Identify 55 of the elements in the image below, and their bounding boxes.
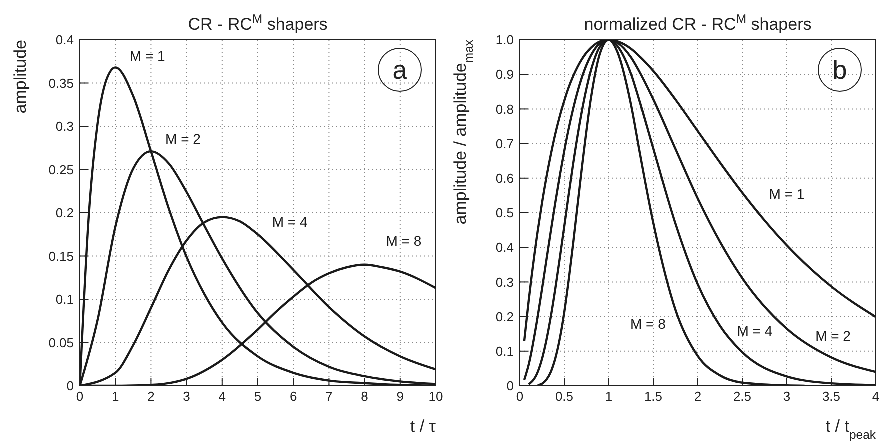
y-tick-label: 0.25	[48, 162, 74, 178]
x-tick-label: 1	[112, 389, 120, 404]
y-tick-label: 0.3	[496, 274, 514, 290]
y-tick-label: 0.4	[56, 32, 74, 48]
series-label: M = 8	[630, 316, 666, 332]
y-tick-label: 0	[506, 378, 514, 394]
y-tick-label: 0.9	[496, 67, 514, 82]
x-tick-label: 1.5	[644, 389, 663, 404]
x-tick-label: 3.5	[822, 389, 841, 404]
x-tick-label: 5	[254, 389, 262, 404]
y-tick-label: 0.2	[56, 206, 74, 221]
x-axis-title: t / t$_{peak}$	[826, 417, 877, 442]
series-label: M = 8	[386, 232, 422, 249]
y-tick-label: 0.1	[56, 292, 74, 308]
y-tick-label: 0.35	[48, 76, 74, 91]
series-label: M = 1	[769, 186, 805, 202]
y-tick-label: 0.8	[496, 102, 514, 117]
y-tick-label: 0.4	[496, 240, 514, 256]
x-tick-label: 4	[218, 389, 226, 404]
x-tick-label: 9	[396, 389, 404, 404]
x-tick-label: 8	[361, 389, 368, 404]
x-axis-title: t / τ	[410, 417, 436, 436]
series-label: M = 2	[166, 130, 202, 147]
y-tick-label: 0.7	[496, 136, 514, 152]
series-label: M = 4	[737, 322, 773, 339]
x-tick-label: 2	[694, 389, 702, 404]
y-tick-label: 0.5	[496, 206, 514, 221]
x-tick-label: 3	[783, 389, 791, 404]
x-tick-label: 4	[872, 389, 880, 404]
x-tick-label: 0	[516, 389, 524, 404]
y-tick-label: 0.1	[496, 344, 514, 360]
x-tick-label: 3	[183, 389, 190, 404]
y-tick-label: 0	[66, 378, 74, 394]
y-tick-label: 0.05	[48, 335, 74, 350]
y-tick-label: 0.15	[48, 248, 74, 264]
y-tick-label: 1.0	[496, 32, 514, 48]
annotation: b	[832, 54, 848, 86]
x-tick-label: 0.5	[555, 389, 574, 404]
chart-title: CR - RC$^{M}$ shapers	[188, 12, 328, 34]
y-tick-label: 0.6	[496, 171, 514, 186]
x-tick-label: 10	[428, 389, 444, 404]
annotation: a	[392, 54, 408, 86]
series-label: M = 2	[816, 328, 852, 344]
x-tick-label: 0	[76, 389, 84, 404]
chart-title: normalized CR - RC$^{M}$ shapers	[584, 12, 812, 34]
x-tick-label: 6	[290, 389, 298, 404]
x-tick-label: 2.5	[733, 389, 752, 404]
series-label: M = 1	[130, 48, 166, 64]
y-tick-label: 0.2	[496, 309, 514, 324]
x-tick-label: 7	[326, 389, 333, 404]
x-tick-label: 2	[148, 389, 155, 404]
y-tick-label: 0.3	[56, 119, 74, 134]
series-label: M = 4	[272, 214, 308, 230]
x-tick-label: 1	[605, 389, 613, 404]
y-axis-title: amplitude	[11, 40, 30, 114]
